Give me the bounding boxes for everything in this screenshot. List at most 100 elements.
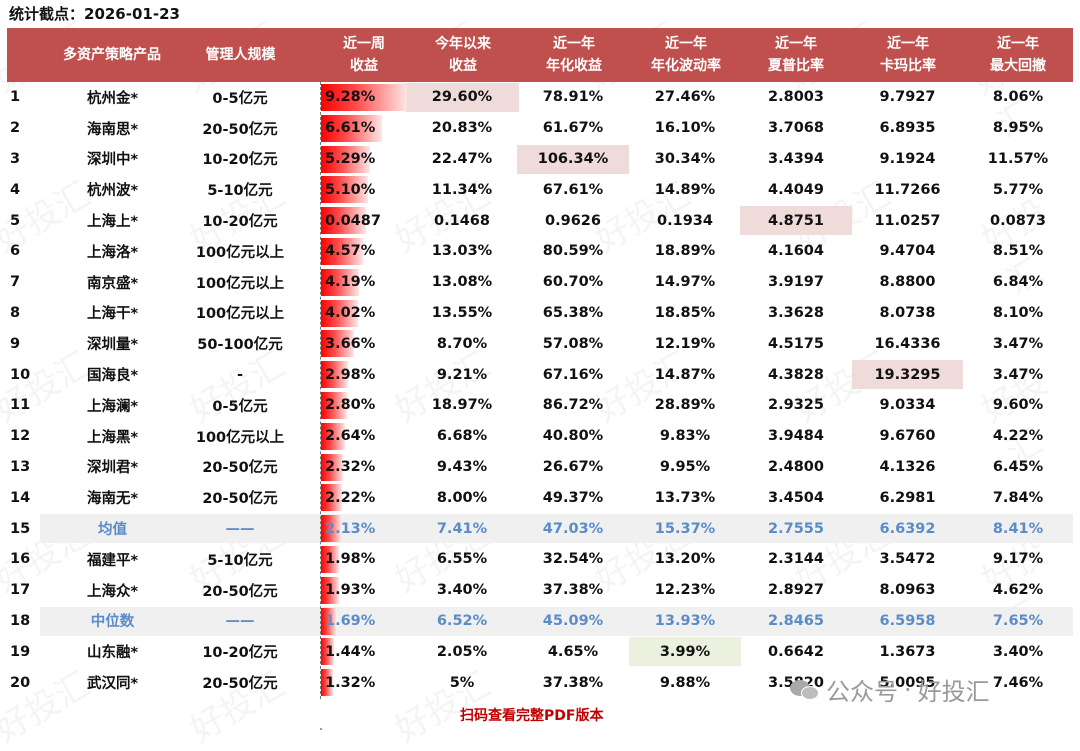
week-return: 5.10% [325, 181, 376, 198]
table-row: 5.10% 4 杭州波* 5-10亿元 11.34% 67.61% 14.89% 4.4049… [0, 174, 1080, 205]
header-annual-return: 近一年 年化收益 [518, 28, 630, 82]
decorative-dot [320, 728, 322, 730]
product-name: 均值 [98, 522, 127, 539]
week-return-databar [321, 114, 382, 142]
annual-return: 86.72% [542, 397, 604, 414]
header-label-line1: 近一年 [887, 36, 929, 52]
header-label-line2: 卡玛比率 [880, 58, 936, 74]
header-label-line2: 收益 [449, 58, 477, 74]
week-return-databar [321, 268, 359, 296]
product-name: 杭州金* [86, 90, 139, 107]
calmar-ratio: 8.8800 [879, 274, 936, 291]
manager-scale: 100亿元以上 [195, 275, 285, 292]
week-return: 1.93% [325, 582, 376, 599]
header-label-line1: 近一年 [997, 36, 1039, 52]
annual-volatility: 12.19% [654, 335, 716, 352]
annual-return: 67.16% [542, 366, 604, 383]
manager-scale: 5-10亿元 [207, 183, 273, 200]
calmar-ratio: 16.4336 [874, 335, 941, 352]
annual-return: 32.54% [542, 551, 604, 568]
manager-scale: 20-50亿元 [202, 676, 278, 693]
week-return: 2.13% [325, 520, 376, 537]
header-label: 管理人规模 [205, 47, 276, 63]
header-label-line1: 今年以来 [435, 36, 491, 52]
sharpe-ratio: 2.9325 [768, 397, 824, 414]
sharpe-ratio: 2.8003 [768, 89, 824, 106]
week-return-databar [321, 176, 368, 204]
highlight-cell-background [740, 206, 852, 236]
calmar-ratio: 11.7266 [874, 181, 941, 198]
wechat-icon [790, 678, 820, 702]
max-drawdown: 0.0873 [990, 212, 1046, 229]
calmar-ratio: 9.6760 [879, 428, 936, 445]
week-return-databar [321, 669, 333, 697]
table-row: 2.98% 10 国海良* - 9.21% 67.16% 14.87% 4.3828 19.32… [0, 359, 1080, 390]
wechat-brand-watermark: 公众号 · 好投汇 [790, 672, 990, 707]
week-return-databar [321, 638, 334, 666]
annual-volatility: 28.89% [654, 397, 716, 414]
product-name: 南京盛* [86, 275, 139, 292]
table-row: 1.98% 16 福建平* 5-10亿元 6.55% 32.54% 13.20% 2.3144… [0, 544, 1080, 575]
annual-volatility: 13.73% [654, 489, 716, 506]
week-return-databar [321, 392, 347, 419]
annual-volatility: 3.99% [659, 643, 711, 660]
row-number: 3 [10, 150, 21, 167]
product-name: 国海良* [86, 368, 139, 385]
brand-separator: · [904, 675, 912, 704]
annual-return: 60.70% [542, 274, 604, 291]
annual-volatility: 9.88% [659, 674, 711, 691]
annual-return: 0.9626 [545, 212, 601, 229]
row-number: 4 [10, 181, 21, 198]
row-number: 8 [10, 304, 21, 321]
header-label-line1: 近一年 [553, 36, 595, 52]
annual-volatility: 14.97% [654, 274, 716, 291]
annual-volatility: 14.89% [654, 181, 716, 198]
manager-scale: 20-50亿元 [202, 460, 278, 477]
sharpe-ratio: 4.1604 [768, 243, 824, 260]
product-name: 上海干* [86, 306, 139, 323]
row-number: 6 [10, 243, 21, 260]
table-row: 2.22% 14 海南无* 20-50亿元 8.00% 49.37% 13.73% 3.450… [0, 482, 1080, 513]
manager-scale: 20-50亿元 [202, 121, 278, 138]
table-row: 5.29% 3 深圳中* 10-20亿元 22.47% 106.34% 30.34% 3.43… [0, 144, 1080, 175]
week-return-databar [321, 84, 407, 111]
annual-return: 26.67% [542, 458, 604, 475]
sharpe-ratio: 3.4394 [768, 150, 824, 167]
week-return: 4.57% [325, 243, 376, 260]
sharpe-ratio: 2.8465 [768, 612, 824, 629]
table-row: 4.02% 8 上海干* 100亿元以上 13.55% 65.38% 18.85% 3.362… [0, 298, 1080, 329]
week-return-databar [321, 515, 341, 543]
sharpe-ratio: 3.7068 [768, 120, 824, 137]
annual-return: 37.38% [542, 674, 604, 691]
annual-return: 78.91% [542, 89, 604, 106]
manager-scale: 10-20亿元 [202, 214, 278, 231]
manager-scale: 20-50亿元 [202, 583, 278, 600]
week-return-databar [321, 361, 348, 389]
manager-scale: —— [225, 520, 255, 537]
row-number: 16 [10, 551, 31, 568]
annual-return: 65.38% [542, 304, 604, 321]
week-return-databar [321, 453, 343, 481]
scan-qr-footer[interactable]: 扫码查看完整PDF版本 [460, 708, 604, 724]
week-return: 2.22% [325, 489, 376, 506]
annual-volatility: 14.87% [654, 366, 716, 383]
week-return: 1.44% [325, 643, 376, 660]
header-max-drawdown: 近一年 最大回撤 [962, 28, 1074, 82]
row-number: 7 [10, 274, 21, 291]
week-return: 4.19% [325, 274, 376, 291]
product-name: 深圳中* [86, 152, 139, 169]
week-return: 2.98% [325, 366, 376, 383]
max-drawdown: 3.47% [992, 335, 1044, 352]
ytd-return: 22.47% [431, 150, 493, 167]
product-name: 上海黑* [86, 429, 139, 446]
product-name: 武汉同* [86, 676, 139, 693]
week-return: 6.61% [325, 120, 376, 137]
week-return-databar [321, 145, 370, 173]
calmar-ratio: 1.3673 [879, 643, 936, 660]
manager-scale: 100亿元以上 [195, 244, 285, 261]
header-label-line2: 夏普比率 [768, 58, 824, 74]
annual-return: 67.61% [542, 181, 604, 198]
max-drawdown: 3.47% [992, 366, 1044, 383]
table-row: 1.93% 17 上海众* 20-50亿元 3.40% 37.38% 12.23% 2.892… [0, 575, 1080, 606]
calmar-ratio: 3.5472 [879, 551, 936, 568]
